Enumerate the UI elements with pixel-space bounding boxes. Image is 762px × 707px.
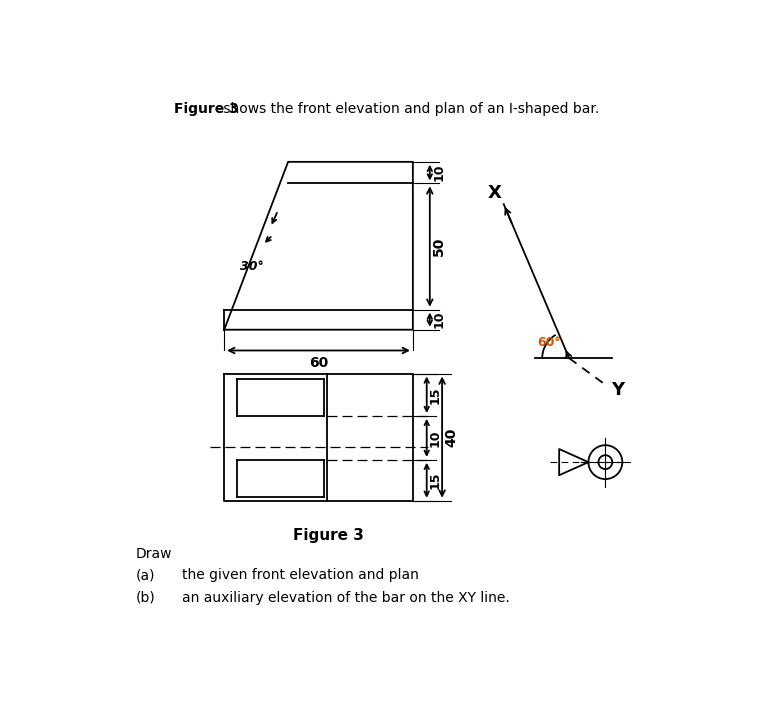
Text: 15: 15 bbox=[429, 472, 442, 489]
Text: 15: 15 bbox=[429, 386, 442, 404]
Text: the given front elevation and plan: the given front elevation and plan bbox=[182, 568, 419, 583]
Text: Figure 3: Figure 3 bbox=[293, 527, 363, 542]
Text: 60°: 60° bbox=[536, 336, 561, 349]
Text: X: X bbox=[488, 184, 501, 201]
Text: shows the front elevation and plan of an I-shaped bar.: shows the front elevation and plan of an… bbox=[219, 102, 599, 116]
Text: Draw: Draw bbox=[136, 547, 172, 561]
Text: an auxiliary elevation of the bar on the XY line.: an auxiliary elevation of the bar on the… bbox=[182, 591, 510, 604]
Text: Y: Y bbox=[612, 381, 625, 399]
Text: 10: 10 bbox=[429, 429, 442, 447]
Text: 60: 60 bbox=[309, 356, 328, 370]
Text: 40: 40 bbox=[444, 428, 459, 447]
Text: 10: 10 bbox=[432, 311, 445, 329]
Text: 30°: 30° bbox=[239, 260, 264, 274]
Text: (b): (b) bbox=[136, 591, 155, 604]
Text: (a): (a) bbox=[136, 568, 155, 583]
Text: 50: 50 bbox=[432, 237, 446, 256]
Text: Figure 3: Figure 3 bbox=[174, 102, 239, 116]
Text: 10: 10 bbox=[432, 164, 445, 182]
